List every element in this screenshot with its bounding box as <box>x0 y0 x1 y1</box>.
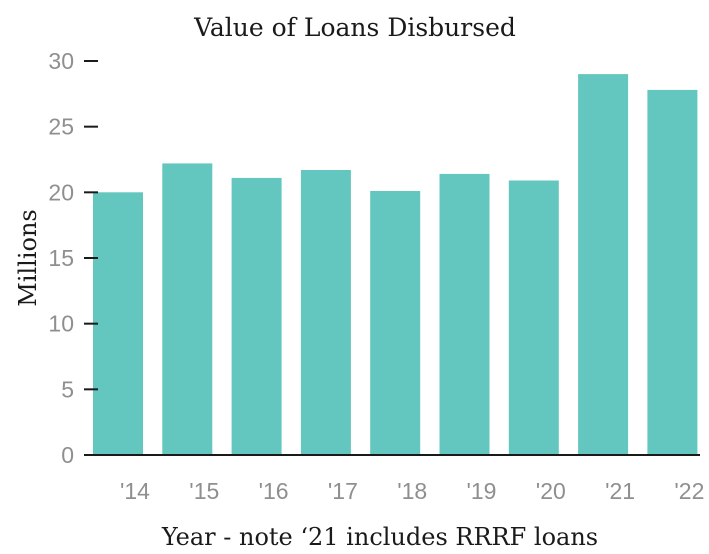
x-tick-label-18: '18 <box>397 478 427 504</box>
y-tick-label-10: 10 <box>48 311 74 337</box>
y-tick-label-0: 0 <box>61 442 74 468</box>
bar-18 <box>370 191 421 455</box>
x-tick-label-15: '15 <box>189 478 219 504</box>
bar-16 <box>231 177 282 455</box>
bar-14 <box>93 192 143 456</box>
y-tick-label-30: 30 <box>48 48 74 74</box>
y-tick-label-20: 20 <box>48 179 74 205</box>
x-tick-label-21: '21 <box>605 478 635 504</box>
bar-19 <box>439 173 490 455</box>
bar-17 <box>300 170 351 455</box>
y-axis-title: Millions <box>14 209 42 307</box>
x-axis-title: Year - note ‘21 includes RRRF loans <box>161 523 598 549</box>
y-tick-label-5: 5 <box>61 376 74 402</box>
chart-title: Value of Loans Disbursed <box>193 13 516 42</box>
x-tick-label-19: '19 <box>467 478 497 504</box>
y-tick-label-15: 15 <box>48 245 74 271</box>
x-tick-label-22: '22 <box>674 478 704 504</box>
bar-22 <box>647 89 698 456</box>
plot-area: 0 5 10 15 20 25 30 '14 '15 '16 '17 '18 '19 '20 '21 '22 <box>48 48 704 504</box>
x-tick-label-20: '20 <box>536 478 566 504</box>
x-tick-label-17: '17 <box>328 478 358 504</box>
x-tick-label-14: '14 <box>120 478 150 504</box>
x-tick-label-16: '16 <box>259 478 289 504</box>
bar-15 <box>162 163 213 455</box>
bar-20 <box>508 180 559 455</box>
y-tick-label-25: 25 <box>48 114 74 140</box>
bar-21 <box>578 74 629 455</box>
